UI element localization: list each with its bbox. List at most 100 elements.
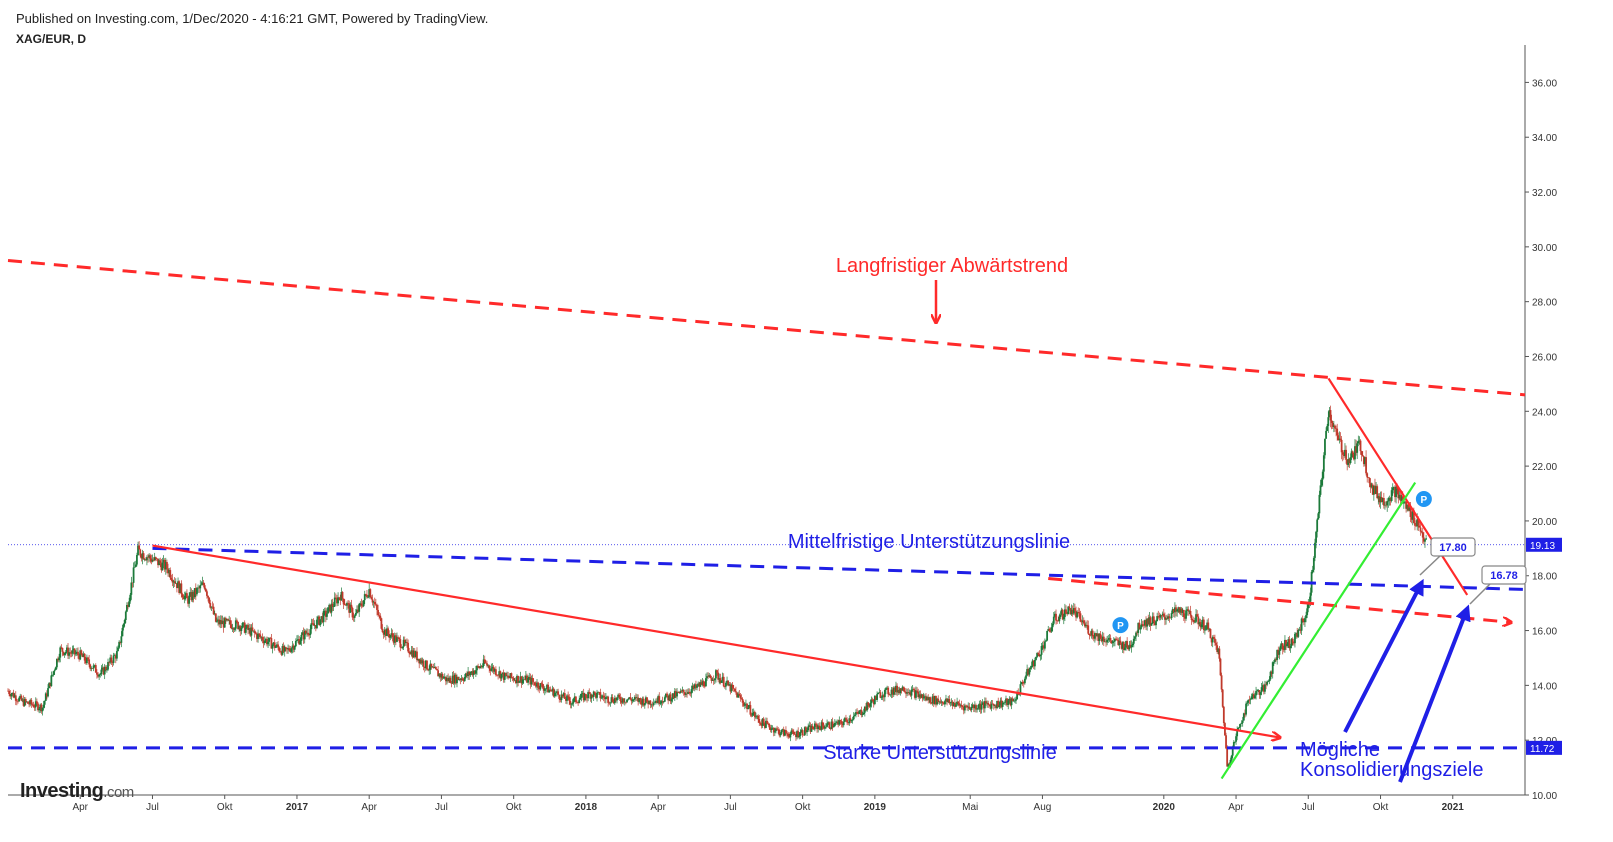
candle-body: [170, 577, 173, 580]
candle-body: [1380, 497, 1383, 503]
candle-body: [855, 712, 857, 715]
candle-body: [951, 701, 954, 707]
candle-body: [876, 694, 878, 700]
candle-body: [358, 603, 361, 612]
candle-body: [766, 720, 768, 724]
candle-body: [1146, 618, 1149, 627]
candle-body: [645, 697, 647, 704]
candle-body: [538, 687, 541, 690]
candle-body: [121, 627, 124, 637]
candle-body: [595, 693, 597, 698]
candle-body: [1269, 671, 1272, 680]
candle-body: [999, 700, 1002, 706]
candle-body: [1180, 608, 1183, 613]
x-tick-label: Okt: [506, 802, 522, 813]
candle-body: [918, 694, 921, 698]
candle-body: [886, 687, 888, 689]
candle-body: [310, 623, 313, 630]
candle-body: [342, 598, 345, 605]
candle-body: [861, 714, 864, 716]
candle-body: [443, 676, 446, 678]
candle-body: [269, 637, 272, 639]
candle-body: [122, 623, 125, 628]
candle-body: [261, 637, 264, 641]
support-price-tag: [1526, 740, 1562, 755]
candle-body: [882, 695, 885, 698]
candle-body: [1326, 425, 1329, 431]
candle-body: [428, 669, 431, 671]
candle-body: [189, 592, 192, 596]
candle-body: [508, 677, 511, 679]
last-price-value: 19.13: [1530, 541, 1555, 552]
candle-body: [279, 651, 282, 652]
candle-body: [214, 613, 217, 622]
candle-body: [407, 642, 409, 652]
candle-body: [1356, 443, 1359, 453]
candle-body: [52, 671, 55, 675]
candle-body: [1087, 625, 1090, 634]
candle-body: [188, 595, 191, 604]
candle-body: [41, 707, 44, 712]
candle-body: [788, 736, 791, 738]
candle-body: [391, 633, 394, 638]
candle-body: [93, 665, 96, 666]
candle-body: [50, 675, 53, 687]
candle-body: [77, 651, 79, 656]
candle-body: [1138, 622, 1141, 630]
candle-body: [793, 734, 796, 735]
candle-body: [158, 560, 161, 566]
candle-body: [1362, 456, 1365, 465]
candle-body: [161, 562, 164, 571]
candle-body: [533, 682, 536, 686]
candle-body: [565, 698, 567, 701]
candle-body: [938, 701, 941, 703]
candle-body: [196, 588, 198, 595]
candle-body: [131, 582, 134, 584]
target2-pointer: [1469, 583, 1491, 605]
candle-body: [1361, 454, 1364, 457]
p-marker-label: P: [1421, 495, 1428, 506]
candle-body: [320, 616, 323, 620]
candle-body: [1009, 698, 1012, 706]
candle-body: [479, 666, 482, 669]
candle-body: [1236, 730, 1239, 737]
y-tick-label: 10.00: [1532, 791, 1557, 802]
candle-body: [231, 628, 234, 629]
candle-body: [406, 642, 408, 643]
candle-body: [1126, 641, 1129, 647]
candle-body: [442, 677, 445, 679]
candle-body: [1282, 649, 1285, 651]
candle-body: [410, 650, 413, 655]
candle-body: [194, 588, 197, 595]
candle-body: [167, 568, 169, 574]
candle-body: [57, 658, 59, 661]
candle-body: [810, 725, 813, 732]
candle-body: [989, 704, 992, 709]
candle-body: [1255, 691, 1257, 696]
candle-body: [1112, 641, 1115, 642]
candle-body: [871, 699, 874, 702]
candle-body: [1382, 498, 1385, 506]
candle-body: [494, 669, 497, 675]
candle-body: [371, 599, 374, 603]
candle-body: [826, 723, 828, 727]
candle-body: [251, 627, 254, 631]
candle-body: [1108, 637, 1111, 640]
candle-body: [925, 696, 927, 701]
candle-body: [366, 594, 368, 598]
candle-body: [627, 699, 630, 700]
candle-body: [1071, 609, 1074, 614]
candle-body: [1267, 681, 1270, 682]
red-peak-trend-line: [1327, 377, 1469, 596]
candle-body: [1339, 438, 1342, 440]
candle-body: [179, 583, 182, 593]
candle-body: [1091, 630, 1094, 637]
candle-body: [932, 696, 935, 704]
candle-body: [839, 720, 842, 722]
y-tick-label: 36.00: [1532, 78, 1557, 89]
candle-body: [112, 655, 115, 663]
candle-body: [752, 711, 755, 714]
candle-body: [98, 674, 101, 677]
candle-body: [1167, 616, 1170, 619]
